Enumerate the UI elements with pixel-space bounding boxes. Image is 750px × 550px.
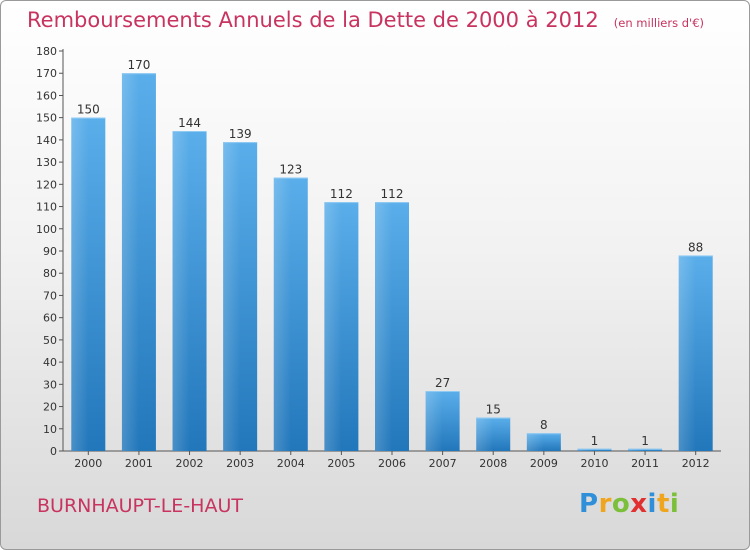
y-tick-label: 110 [36,201,57,214]
y-tick-label: 120 [36,178,57,191]
x-tick-label: 2005 [327,457,355,470]
y-tick-label: 150 [36,112,57,125]
bar-highlight [273,177,291,451]
x-tick-label: 2004 [277,457,305,470]
data-label: 123 [279,163,302,177]
bar-highlight [375,202,392,451]
data-label: 1 [591,434,599,448]
bar-highlight [678,255,696,451]
chart-unit: (en milliers d'€) [613,16,704,30]
x-tick-label: 2002 [176,457,204,470]
logo-letter: r [598,489,612,519]
y-tick-label: 30 [43,378,57,391]
x-tick-label: 2008 [479,457,507,470]
location-name: BURNHAUPT-LE-HAUT [37,495,243,517]
x-tick-label: 2001 [125,457,153,470]
bar-highlight [71,117,89,452]
logo-letter: i [647,489,657,519]
bar-highlight [476,417,494,451]
data-label: 112 [381,187,404,201]
y-tick-label: 70 [43,289,57,302]
y-tick-label: 0 [50,445,57,458]
y-tick-label: 100 [36,223,57,236]
y-tick-label: 10 [43,423,57,436]
y-tick-label: 20 [43,401,57,414]
y-tick-label: 160 [36,89,57,102]
y-tick-label: 60 [43,312,57,325]
x-tick-label: 2012 [682,457,710,470]
x-axis: 2000 2001 2002 2003 2004 2005 2006 2007 2008 2009… [74,451,710,470]
proxiti-logo: Proxiti [579,489,679,519]
data-label: 15 [486,403,501,417]
y-tick-label: 180 [36,45,57,58]
bar-highlight [526,433,544,451]
logo-letter: P [579,489,599,519]
bar-highlight [425,391,443,451]
title-row: Remboursements Annuels de la Dette de 20… [27,8,704,32]
bar-highlight [121,73,139,451]
bar-highlight [324,202,342,451]
bar-highlight [628,448,646,451]
y-tick-label: 40 [43,356,57,369]
x-tick-label: 2009 [530,457,558,470]
x-tick-label: 2010 [580,457,608,470]
data-label: 170 [127,58,150,72]
logo-letter: t [656,489,670,519]
data-label: 8 [540,418,548,432]
bars: 150 170 144 139 123 112 112 27 15 8 1 1 88 [71,58,713,452]
data-label: 1 [641,434,649,448]
y-tick-label: 140 [36,134,57,147]
chart-title: Remboursements Annuels de la Dette de 20… [27,8,599,32]
data-label: 139 [229,127,252,141]
logo-letter: x [630,489,648,519]
y-tick-label: 90 [43,245,57,258]
y-tick-label: 80 [43,267,57,280]
data-label: 144 [178,116,201,130]
bar-highlight [577,448,595,451]
data-label: 112 [330,187,353,201]
y-tick-label: 130 [36,156,57,169]
data-label: 27 [435,376,450,390]
data-label: 150 [77,103,100,117]
x-tick-label: 2000 [74,457,102,470]
logo-letter: i [669,489,680,519]
bar-highlight [172,131,190,451]
y-tick-label: 170 [36,67,57,80]
bar-highlight [223,142,241,451]
y-axis: 0 10 20 30 40 50 60 70 80 90 100 110 120 130 140 150 160… [36,45,63,458]
data-label: 88 [688,240,703,254]
y-tick-label: 50 [43,334,57,347]
x-tick-label: 2007 [429,457,457,470]
x-tick-label: 2003 [226,457,254,470]
x-tick-label: 2006 [378,457,406,470]
x-tick-label: 2011 [631,457,659,470]
logo-letter: o [611,489,631,519]
